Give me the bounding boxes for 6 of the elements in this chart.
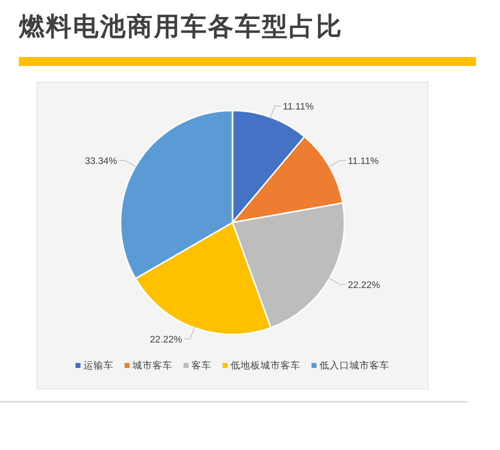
title: 燃料电池商用车各车型占比 xyxy=(19,13,343,41)
legend-label: 低入口城市客车 xyxy=(320,360,390,372)
legend-label: 城市客车 xyxy=(132,360,172,372)
legend-label: 客车 xyxy=(192,360,212,372)
legend-label: 运输车 xyxy=(84,360,114,372)
legend-label: 低地板城市客车 xyxy=(230,360,300,372)
